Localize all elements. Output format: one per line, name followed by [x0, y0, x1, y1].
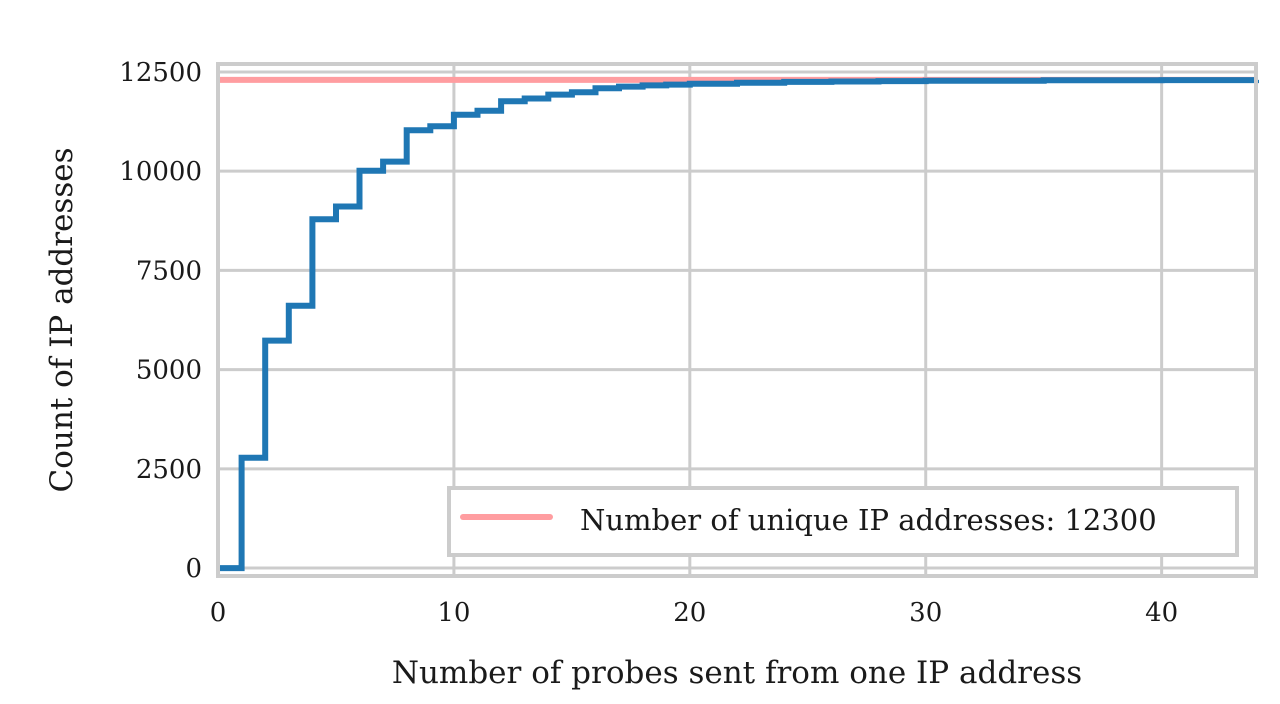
plot-frame	[216, 62, 1258, 578]
x-tick-label-1: 10	[437, 598, 470, 628]
x-tick-label-2: 20	[673, 598, 706, 628]
x-tick-label-3: 30	[909, 598, 942, 628]
x-axis-label: Number of probes sent from one IP addres…	[392, 655, 1082, 691]
y-tick-label-0: 0	[185, 554, 202, 584]
y-tick-labels: 0 2500 5000 7500 10000 12500	[119, 58, 202, 584]
legend-label: Number of unique IP addresses: 12300	[580, 503, 1157, 537]
y-tick-label-2: 5000	[136, 356, 202, 386]
y-axis-label: Count of IP addresses	[44, 148, 80, 493]
y-tick-label-5: 12500	[119, 58, 202, 88]
series-layer	[218, 77, 1259, 572]
legend-box	[447, 486, 1239, 557]
grid	[216, 64, 1256, 576]
y-tick-label-3: 7500	[136, 256, 202, 286]
x-tick-label-0: 0	[210, 598, 227, 628]
series-line-0	[218, 77, 1259, 572]
y-tick-label-1: 2500	[136, 455, 202, 485]
y-tick-label-4: 10000	[119, 157, 202, 187]
x-tick-labels: 0 10 20 30 40	[210, 598, 1178, 628]
x-tick-label-4: 40	[1145, 598, 1178, 628]
legend: Number of unique IP addresses: 12300	[447, 486, 1239, 557]
